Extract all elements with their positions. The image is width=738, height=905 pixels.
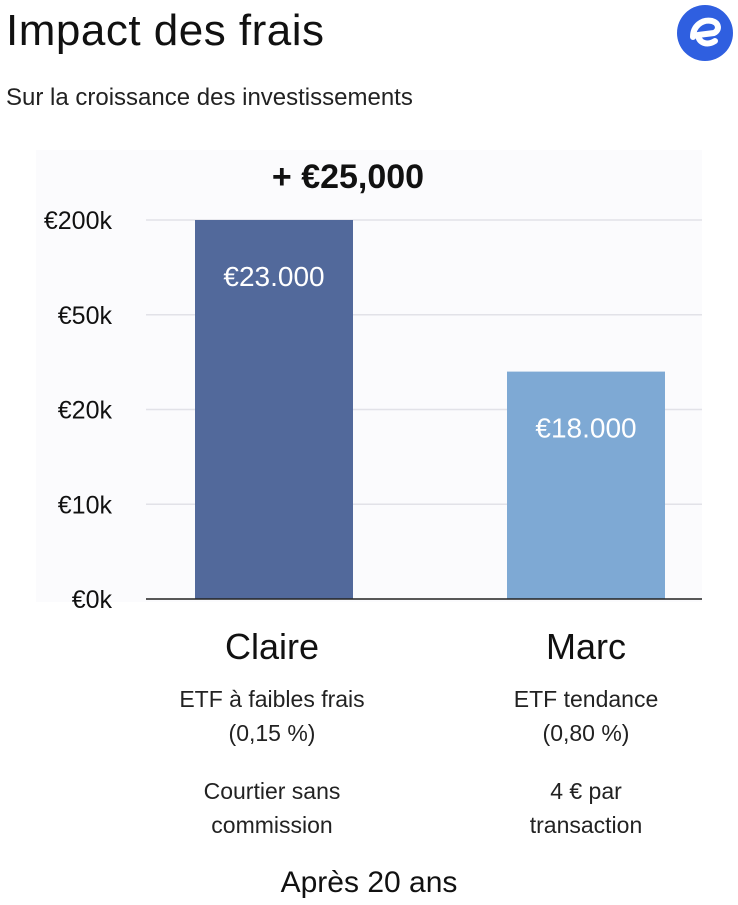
broker-description: Courtier sans commission [142,774,402,842]
page-subtitle: Sur la croissance des investissements [6,84,413,111]
fund-name: ETF à faibles frais [179,686,365,712]
person-marc-block: Marc ETF tendance (0,80 %) 4 € par trans… [456,626,716,842]
fund-description: ETF à faibles frais (0,15 %) [142,682,402,750]
y-tick-label: €200k [44,207,113,235]
fund-fee: (0,15 %) [228,720,316,746]
y-tick-label: €50k [58,302,113,330]
broker-line-2: transaction [529,812,643,838]
fund-name: ETF tendance [513,686,659,712]
broker-line-1: 4 € par [550,778,622,804]
bar-value-label: €18.000 [535,413,636,444]
footer-caption: Après 20 ans [280,866,458,899]
bar-marc [507,371,665,599]
broker-description: 4 € par transaction [456,774,716,842]
y-tick-label: €20k [58,397,113,425]
page-title: Impact des frais [6,6,325,55]
y-tick-label: €0k [72,586,113,614]
y-tick-label: €10k [58,491,113,519]
person-claire-block: Claire ETF à faibles frais (0,15 %) Cour… [142,626,402,842]
broker-line-1: Courtier sans [203,778,341,804]
fund-description: ETF tendance (0,80 %) [456,682,716,750]
fund-fee: (0,80 %) [542,720,630,746]
broker-line-2: commission [211,812,333,838]
chart-title: + €25,000 [272,158,424,196]
bar-claire [195,220,353,599]
person-name: Claire [224,626,320,667]
e-logo-icon [677,5,733,61]
bar-value-label: €23.000 [223,261,324,292]
person-name: Marc [546,626,626,667]
